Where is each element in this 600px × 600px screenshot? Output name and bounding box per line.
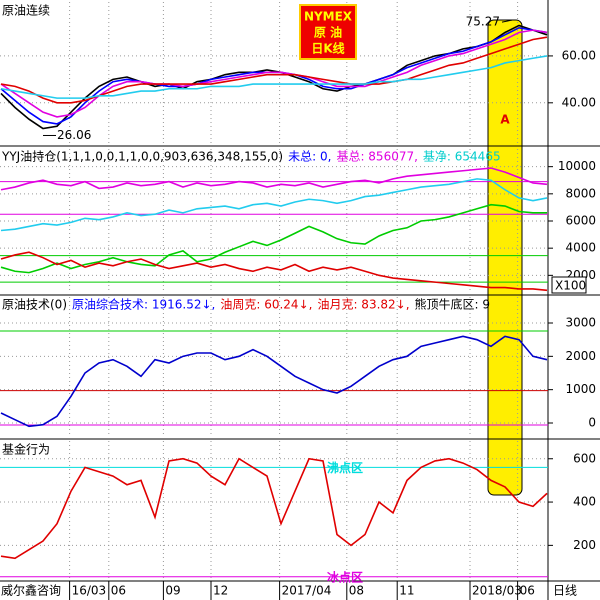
- series-line: [0, 335, 548, 428]
- x-tick-label: 2017/04: [282, 584, 332, 598]
- period-bg: [549, 582, 600, 600]
- source-bg: [0, 582, 66, 600]
- series-line: [0, 251, 548, 292]
- series-line: [0, 55, 548, 99]
- legend-text: 原油综合技术: 1916.52↓,: [72, 297, 215, 312]
- y-tick-label: 3000: [565, 316, 596, 330]
- y-tick-label: 0: [588, 416, 596, 430]
- unit-box: [551, 276, 587, 294]
- y-tick-label: 400: [573, 495, 596, 509]
- x-tick-label: 09: [165, 584, 180, 598]
- panel-title: 原油连续: [2, 3, 50, 18]
- y-tick-label: 1000: [565, 382, 596, 396]
- series-line: [0, 167, 548, 191]
- x-tick-label: 2018/03: [472, 584, 522, 598]
- series-line: [0, 203, 547, 274]
- y-tick-label: 10000: [558, 159, 596, 173]
- source-label: 威尔鑫咨询: [1, 583, 61, 598]
- unit-label: X100: [555, 279, 586, 293]
- y-tick-label: 600: [573, 451, 596, 465]
- x-tick-label: 16/03: [72, 584, 107, 598]
- legend-text: 油周克: 60.24↓,: [220, 298, 312, 312]
- series-line: [0, 457, 548, 560]
- badge-text: NYMEX: [304, 10, 353, 24]
- badge-text: 原 油: [314, 25, 342, 40]
- y-tick-label: 8000: [565, 186, 596, 200]
- legend-text: 未总: 0,: [288, 150, 331, 164]
- band-label: A: [500, 113, 510, 127]
- high-mark: [501, 19, 513, 23]
- y-tick-label: 40.00: [562, 95, 596, 109]
- period-label: 日线: [553, 584, 577, 598]
- high-label: 75.27: [466, 15, 500, 29]
- highlight-band: [487, 19, 523, 496]
- x-tick-label: 12: [213, 584, 228, 598]
- legend-text: 熊顶牛底区: 9: [415, 297, 491, 312]
- badge-text: 日K线: [311, 41, 344, 56]
- legend-text: 基净: 654465: [423, 150, 501, 164]
- legend-text: 油月克: 83.82↓,: [317, 298, 409, 312]
- x-tick-label: 11: [399, 584, 414, 598]
- y-tick-label: 60.00: [562, 48, 596, 62]
- legend-text: 基总: 856077,: [336, 150, 417, 164]
- level-label: 沸点区: [327, 460, 363, 475]
- y-tick-label: 6000: [565, 214, 596, 228]
- x-tick-label: 08: [349, 584, 364, 598]
- low-label: 26.06: [57, 128, 91, 142]
- level-label: 冰点区: [327, 569, 363, 584]
- legend-text: 原油技术(0): [2, 298, 67, 312]
- series-line: [0, 36, 548, 104]
- series-line: [0, 26, 548, 125]
- badge: [299, 4, 357, 60]
- x-tick-label: 06: [520, 584, 535, 598]
- y-tick-label: 2000: [565, 349, 596, 363]
- x-tick-label: 06: [111, 584, 126, 598]
- series-line: [0, 24, 548, 130]
- legend-text: YYJ油持仓(1,1,1,0,0,1,1,0,0,903,636,348,155…: [1, 149, 283, 164]
- series-line: [0, 178, 548, 232]
- y-tick-label: 200: [573, 538, 596, 552]
- y-tick-label: 4000: [565, 241, 596, 255]
- series-line: [0, 29, 548, 118]
- panel-title: 基金行为: [2, 442, 50, 457]
